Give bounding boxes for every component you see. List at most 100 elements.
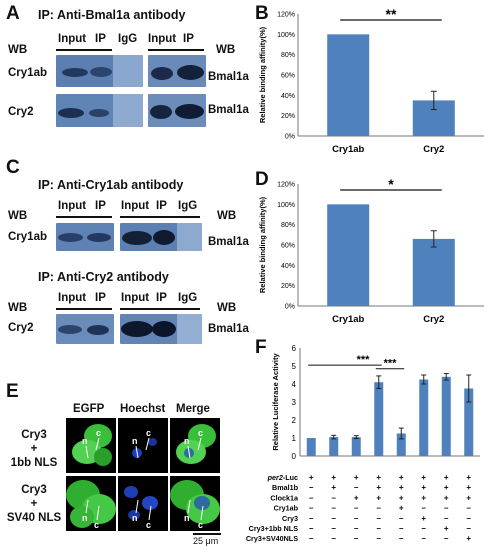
- condition-cell: –: [332, 514, 337, 523]
- svg-text:c: c: [146, 520, 151, 530]
- lane-label: IP: [183, 33, 194, 45]
- western-blot-image: [56, 314, 114, 344]
- condition-row-label: Cry3+1bb NLS: [249, 524, 299, 533]
- condition-cell: –: [422, 534, 427, 543]
- row-label: Bmal1a: [208, 323, 249, 335]
- y-tick-label: 100%: [277, 202, 295, 209]
- condition-cell: +: [376, 483, 381, 492]
- lane-label: IP: [156, 292, 167, 304]
- condition-cell: –: [444, 514, 449, 523]
- condition-cell: +: [331, 473, 336, 482]
- y-axis-label: Relative binding affinity(%): [258, 196, 267, 293]
- lane-label: Input: [121, 200, 150, 212]
- condition-cell: +: [399, 473, 404, 482]
- y-tick-label: 0%: [285, 134, 295, 141]
- panel-c-wb2-label: WB: [8, 302, 28, 314]
- merge-image: [170, 476, 220, 531]
- lane-underline: [120, 216, 200, 218]
- lane-label: IP: [156, 200, 167, 212]
- bar: [327, 204, 370, 306]
- row-label: Bmal1a: [208, 104, 249, 116]
- condition-row-label: Cry3+SV40NLS: [246, 534, 298, 543]
- lane-underline: [56, 308, 112, 310]
- condition-cell: +: [444, 473, 449, 482]
- condition-cell: –: [377, 514, 382, 523]
- y-tick-label: 5: [292, 362, 297, 371]
- condition-cell: –: [332, 504, 337, 513]
- condition-cell: +: [309, 473, 314, 482]
- y-tick-label: 6: [292, 344, 297, 353]
- y-tick-label: 0: [292, 452, 297, 461]
- row-label: Cry1ab: [8, 67, 47, 79]
- y-tick-label: 20%: [281, 283, 295, 290]
- condition-cell: –: [354, 483, 359, 492]
- y-tick-label: 4: [292, 380, 297, 389]
- panel-label-d: D: [255, 169, 269, 190]
- condition-row-label: Cry1ab: [274, 504, 299, 513]
- panel-c-title-2: IP: Anti-Cry2 antibody: [38, 270, 169, 284]
- column-header: Merge: [176, 403, 210, 415]
- significance-marker: ***: [357, 354, 371, 366]
- y-tick-label: 0%: [285, 304, 295, 311]
- row-label: Cry2: [8, 322, 34, 334]
- condition-cell: +: [421, 493, 426, 502]
- condition-cell: –: [467, 514, 472, 523]
- svg-text:c: c: [198, 520, 203, 530]
- lane-label: Input: [58, 200, 87, 212]
- chart-d: 0% 20% 40% 60% 80% 100% 120% Relative binding a…: [258, 176, 484, 325]
- lane-underline: [148, 49, 204, 51]
- svg-text:c: c: [96, 428, 101, 438]
- panel-label-e: E: [6, 381, 19, 402]
- condition-cell: +: [444, 483, 449, 492]
- svg-text:c: c: [146, 428, 151, 438]
- condition-cell: +: [376, 473, 381, 482]
- western-blot-image: [56, 55, 143, 87]
- panel-a-wb-right-label: WB: [216, 44, 236, 56]
- chart-f: 0 1 2 3 4 5 6 Relative Luciferase Activity *** **…: [246, 344, 480, 543]
- svg-text:n: n: [132, 436, 138, 446]
- bar: [396, 433, 406, 456]
- row-label: Cry1ab: [8, 231, 47, 243]
- condition-cell: –: [332, 493, 337, 502]
- bar: [329, 437, 339, 456]
- condition-cell: –: [354, 514, 359, 523]
- bar: [464, 388, 474, 456]
- condition-row-label: Cry3: [282, 514, 298, 523]
- svg-text:c: c: [94, 520, 99, 530]
- panel-label-b: B: [255, 3, 269, 24]
- x-tick-label: Cry2: [423, 314, 444, 325]
- panel-c-title-1: IP: Anti-Cry1ab antibody: [38, 178, 184, 192]
- condition-cell: +: [399, 483, 404, 492]
- condition-cell: +: [466, 534, 471, 543]
- y-tick-label: 60%: [281, 73, 295, 80]
- condition-cell: +: [331, 483, 336, 492]
- panel-c-wb-label: WB: [8, 210, 28, 222]
- condition-cell: +: [399, 493, 404, 502]
- panel-c-wb2-right-label: WB: [217, 302, 237, 314]
- lane-label: IgG: [178, 292, 198, 304]
- condition-cell: +: [376, 493, 381, 502]
- column-header: Hoechst: [120, 403, 166, 415]
- condition-cell: –: [444, 534, 449, 543]
- y-tick-label: 20%: [281, 113, 295, 120]
- western-blot-image: [148, 55, 206, 87]
- y-tick-label: 100%: [277, 32, 295, 39]
- lane-label: Input: [58, 292, 87, 304]
- x-tick-label: Cry1ab: [332, 144, 364, 155]
- significance-marker: *: [388, 176, 394, 192]
- lane-underline: [120, 308, 200, 310]
- condition-cell: –: [399, 524, 404, 533]
- condition-cell: –: [309, 504, 314, 513]
- condition-cell: –: [332, 524, 337, 533]
- scale-bar-label: 25 μm: [193, 536, 219, 546]
- condition-cell: –: [399, 534, 404, 543]
- column-header: EGFP: [73, 403, 105, 415]
- condition-cell: –: [377, 534, 382, 543]
- western-blot-image: [56, 223, 114, 251]
- x-tick-label: Cry1ab: [332, 314, 364, 325]
- bar: [327, 34, 370, 137]
- lane-underline: [56, 216, 112, 218]
- significance-marker: **: [386, 6, 397, 22]
- svg-text:c: c: [198, 428, 203, 438]
- condition-cell: –: [444, 504, 449, 513]
